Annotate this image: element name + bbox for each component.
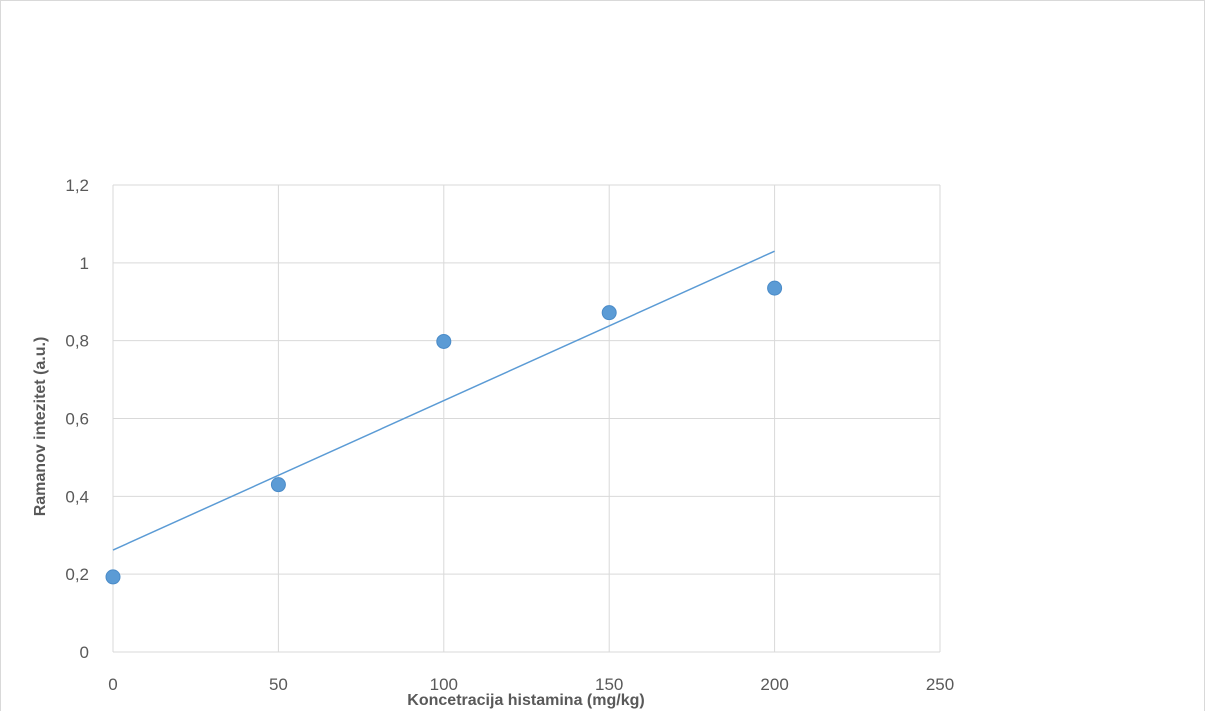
y-tick-label: 0 xyxy=(80,643,89,662)
data-point xyxy=(270,477,286,493)
x-tick-label: 50 xyxy=(269,675,288,694)
y-tick-label: 1 xyxy=(80,254,89,273)
gridlines xyxy=(112,184,941,653)
x-tick-label: 100 xyxy=(430,675,458,694)
y-tick-label: 0,8 xyxy=(65,332,89,351)
x-tick-labels: 0 50 100 150 200 250 xyxy=(108,675,954,694)
trendline xyxy=(112,250,775,551)
x-tick-label: 150 xyxy=(595,675,623,694)
y-tick-label: 0,4 xyxy=(65,487,89,506)
x-tick-label: 200 xyxy=(760,675,788,694)
trendline-group xyxy=(112,250,775,551)
data-point xyxy=(601,305,617,321)
x-tick-label: 0 xyxy=(108,675,117,694)
y-tick-label: 0,6 xyxy=(65,410,89,429)
x-tick-label: 250 xyxy=(926,675,954,694)
data-point xyxy=(767,280,783,296)
x-axis-title: Koncetracija histamina (mg/kg) xyxy=(407,692,644,709)
y-tick-labels: 0 0,2 0,4 0,6 0,8 1 1,2 xyxy=(65,176,89,662)
data-point xyxy=(436,333,452,349)
y-axis-title: Ramanov intezitet (a.u.) xyxy=(32,337,49,517)
y-tick-label: 1,2 xyxy=(65,176,89,195)
y-tick-label: 0,2 xyxy=(65,565,89,584)
data-point xyxy=(105,569,121,585)
data-points xyxy=(105,280,783,585)
